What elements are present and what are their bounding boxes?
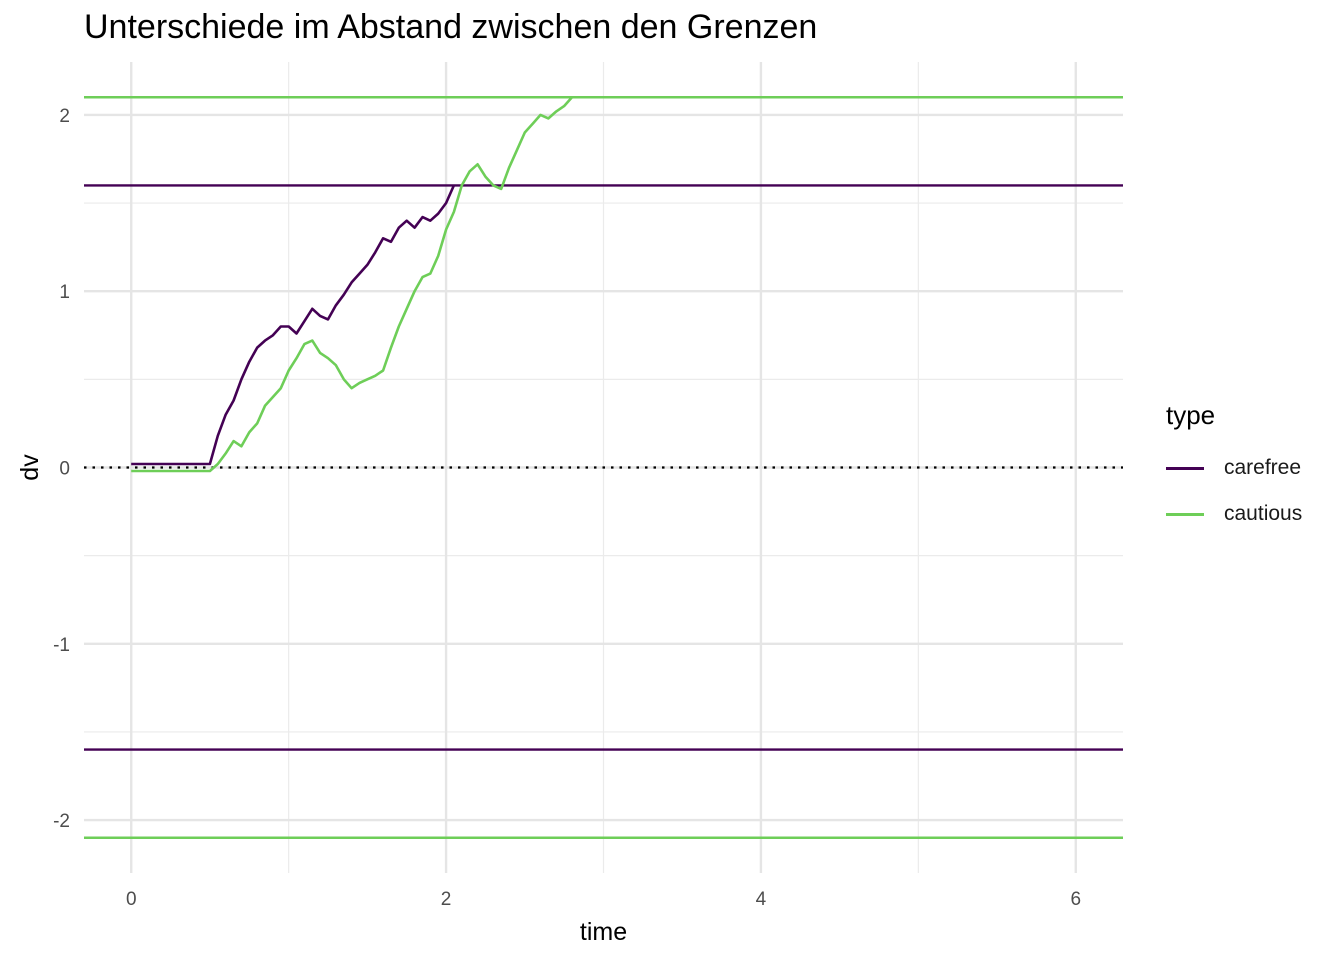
x-tick-label: 2 (441, 889, 452, 910)
y-tick-label: -2 (53, 811, 70, 832)
legend-key-cautious (1166, 512, 1204, 516)
y-tick-label: -1 (53, 635, 70, 656)
legend: type carefree cautious (1166, 400, 1302, 537)
series-line-carefree (131, 184, 456, 466)
chart-title: Unterschiede im Abstand zwischen den Gre… (84, 8, 818, 46)
legend-label-cautious: cautious (1224, 502, 1303, 525)
y-tick-label: 1 (59, 282, 70, 303)
legend-item-cautious: cautious (1166, 491, 1302, 537)
series-line-cautious (131, 96, 573, 473)
x-axis-title: time (580, 918, 627, 946)
legend-key-carefree (1166, 466, 1204, 470)
legend-title: type (1166, 400, 1216, 430)
x-tick-label: 6 (1070, 889, 1081, 910)
legend-label-carefree: carefree (1224, 456, 1302, 479)
x-axis-ticks: 0 2 4 6 (126, 889, 1081, 910)
y-axis-title: dv (16, 454, 44, 481)
legend-item-carefree: carefree (1166, 445, 1302, 491)
y-tick-label: 2 (59, 106, 70, 127)
x-tick-label: 4 (756, 889, 767, 910)
x-tick-label: 0 (126, 889, 137, 910)
y-axis-ticks: -2 -1 0 1 2 (53, 106, 70, 832)
series-layer (131, 96, 573, 473)
bounds-layer (84, 96, 1123, 839)
y-tick-label: 0 (59, 459, 70, 480)
